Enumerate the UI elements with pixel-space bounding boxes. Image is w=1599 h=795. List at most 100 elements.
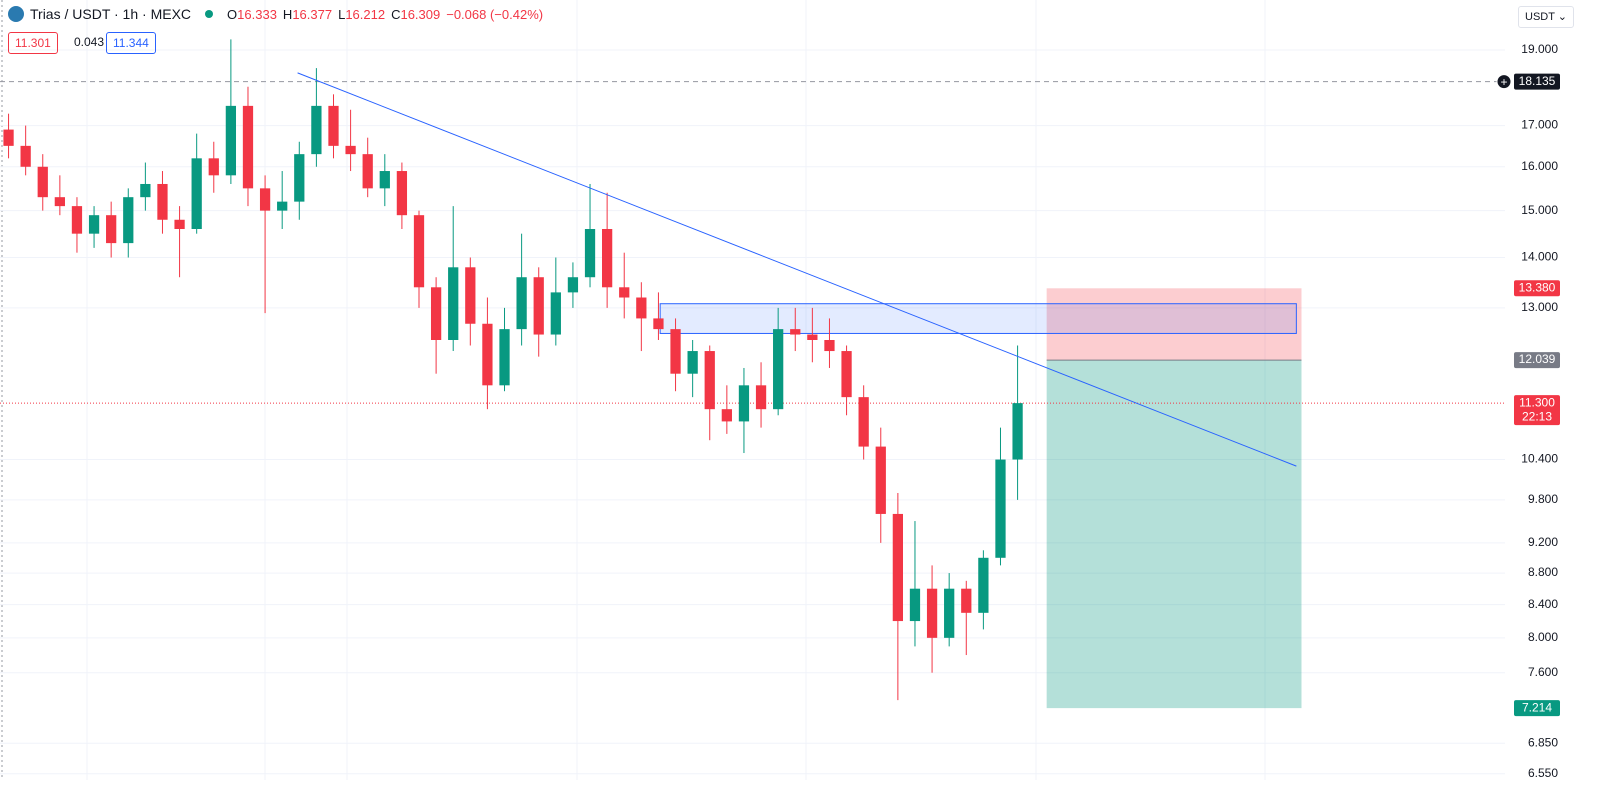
candle-body (225, 105, 237, 176)
price-tag (1514, 73, 1560, 90)
ohlc-item: O16.333 (227, 7, 277, 22)
candle-body (807, 334, 818, 340)
candle-body (54, 197, 65, 207)
candle-body (516, 277, 527, 330)
candle-body (157, 183, 168, 220)
candle-body (704, 351, 715, 410)
candle-body (961, 588, 972, 613)
y-tick-label: 16.000 (1521, 159, 1558, 173)
grid (0, 49, 1505, 775)
y-tick-label: 10.400 (1521, 452, 1558, 466)
candle-body (20, 145, 31, 167)
last-price-label: 11.300 (1519, 395, 1555, 409)
price-tag-label: 13.380 (1519, 280, 1556, 294)
change: −0.068 (−0.42%) (446, 6, 544, 22)
candle-body (71, 206, 83, 234)
candle-body (242, 105, 254, 189)
y-tick-label: 19.000 (1521, 42, 1558, 56)
candle-body (123, 197, 134, 244)
y-tick-label: 6.850 (1528, 735, 1558, 749)
candle-body (790, 329, 801, 335)
last-price-tag (1514, 395, 1560, 426)
price-tag-label: 18.135 (1519, 74, 1556, 88)
candle-body (738, 385, 750, 422)
candle-body (687, 351, 698, 374)
price-tag (1514, 352, 1560, 369)
candle-body (892, 513, 903, 622)
y-tick-label: 13.000 (1521, 300, 1558, 314)
candle-body (909, 588, 921, 622)
candle-body (328, 105, 339, 146)
symbol-logo (8, 6, 24, 22)
price-tag-label: 12.039 (1519, 352, 1556, 366)
trendline (297, 72, 1297, 467)
candle-body (926, 588, 938, 638)
y-tick-label: 8.400 (1528, 597, 1558, 611)
candle-body (499, 329, 510, 386)
candle-body (345, 145, 356, 155)
candle-body (858, 397, 869, 447)
ohlc-value: 16.212 (345, 6, 386, 22)
candle-body (636, 297, 647, 319)
candle-body (106, 215, 117, 244)
price-tag-label: 7.214 (1522, 700, 1552, 714)
price-tag (1514, 280, 1560, 297)
buy-button[interactable]: 11.344 (106, 32, 156, 54)
candle-body (277, 201, 288, 211)
candle-body (670, 329, 681, 374)
currency-select[interactable]: USDT ⌄ (1518, 6, 1575, 28)
candle-body (396, 171, 408, 216)
ohlc-key: O (227, 6, 238, 22)
ohlc-item: C16.309 (391, 7, 440, 22)
candle-body (448, 267, 459, 340)
candle-body (567, 277, 579, 293)
symbol[interactable]: Trias / USDT · 1h · MEXC (30, 6, 192, 22)
candle-body (875, 446, 886, 514)
y-tick-label: 15.000 (1521, 203, 1558, 217)
vertical-grid (86, 0, 1266, 780)
candle-body (191, 158, 202, 230)
ohlc-item: H16.377 (283, 7, 332, 22)
legend: Trias / USDT · 1h · MEXC O16.333 H16.377 L… (8, 6, 543, 22)
y-tick-label: 6.550 (1528, 766, 1558, 780)
add-alert-icon (1496, 74, 1512, 90)
candle-body (602, 229, 613, 288)
candle-body (482, 323, 493, 386)
candle-body (995, 459, 1006, 558)
candle-body (362, 154, 373, 189)
y-tick-label: 17.000 (1521, 118, 1558, 132)
candle-body (88, 215, 100, 234)
sell-button[interactable]: 11.301 (8, 32, 58, 54)
ohlc-key: L (338, 6, 346, 22)
candle-body (841, 351, 852, 398)
candle-body (465, 267, 476, 324)
candle-body (1012, 403, 1023, 460)
ohlc-value: 16.309 (400, 6, 441, 22)
candle-body (944, 588, 955, 638)
add-alert-plus: + (1500, 75, 1507, 89)
candle-body (208, 158, 219, 176)
candle-body (550, 292, 561, 335)
stop-zone (1046, 288, 1302, 361)
candle-body (3, 129, 14, 146)
candle-body (140, 183, 151, 198)
candle-body (824, 339, 835, 352)
ohlc-item: L16.212 (338, 7, 385, 22)
candle-body (379, 171, 390, 189)
candle-body (533, 277, 544, 335)
y-tick-label: 9.800 (1528, 492, 1558, 506)
y-tick-label: 7.600 (1528, 665, 1558, 679)
target-zone (1046, 360, 1302, 709)
candle-body (584, 229, 596, 278)
candle-body (721, 409, 732, 422)
ohlc-value: 16.333 (237, 6, 277, 22)
spread: 0.043 (74, 35, 105, 49)
candle-body (294, 154, 305, 202)
candle-body (37, 166, 48, 198)
candle-body (619, 287, 630, 298)
ohlc-value: 16.377 (292, 6, 333, 22)
candle-body (430, 287, 442, 340)
candle-body (259, 188, 271, 211)
